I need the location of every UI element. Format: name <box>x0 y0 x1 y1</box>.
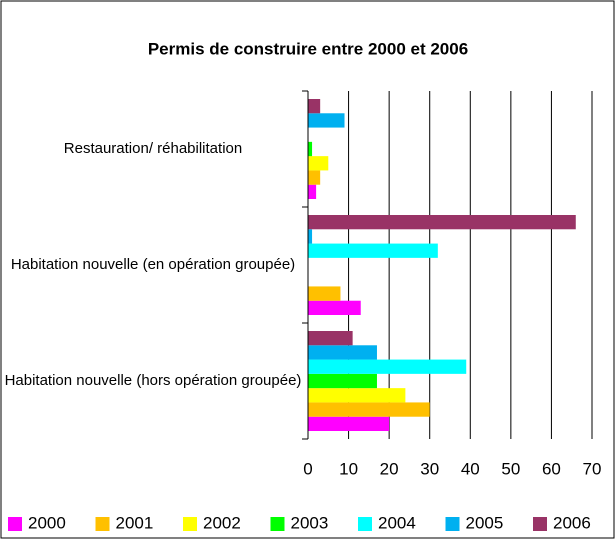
bar <box>308 99 321 114</box>
x-tick-label: 20 <box>380 459 399 478</box>
bar <box>308 229 313 244</box>
bar <box>308 170 321 185</box>
legend-swatch <box>358 517 372 531</box>
x-tick-label: 50 <box>501 459 520 478</box>
category-label: Restauration/ réhabilitation <box>63 140 243 157</box>
x-tick-label: 40 <box>461 459 480 478</box>
legend-label: 2000 <box>28 513 66 532</box>
bar <box>308 388 406 403</box>
x-tick-label: 10 <box>339 459 358 478</box>
legend-label: 2005 <box>466 513 504 532</box>
bar <box>308 373 377 389</box>
legend-swatch <box>533 517 547 531</box>
category-label: Habitation nouvelle (hors opération grou… <box>4 372 302 389</box>
legend-swatch <box>445 517 460 531</box>
x-tick-label: 30 <box>420 459 439 478</box>
legend-swatch <box>270 517 285 531</box>
bar <box>308 156 329 171</box>
bar <box>308 141 313 157</box>
bar <box>308 215 576 230</box>
bar <box>308 331 353 346</box>
x-tick-label: 60 <box>542 459 561 478</box>
legend-label: 2006 <box>553 513 591 532</box>
bar <box>308 416 390 431</box>
bar <box>308 243 438 258</box>
x-tick-label: 70 <box>583 459 602 478</box>
category-label: Habitation nouvelle (en opération groupé… <box>10 256 296 273</box>
bar <box>308 286 341 301</box>
legend-swatch <box>95 517 110 531</box>
bar <box>308 359 467 374</box>
bar <box>308 184 317 199</box>
legend-label: 2003 <box>291 513 329 532</box>
x-tick-label: 0 <box>303 459 312 478</box>
bar <box>308 345 377 360</box>
chart-title: Permis de construire entre 2000 et 2006 <box>148 39 468 58</box>
legend-label: 2001 <box>116 513 154 532</box>
legend-swatch <box>8 517 22 531</box>
legend-label: 2004 <box>378 513 416 532</box>
bar <box>308 300 361 315</box>
legend-label: 2002 <box>203 513 241 532</box>
bar <box>308 402 430 417</box>
bar <box>308 113 345 128</box>
legend-swatch <box>183 517 197 531</box>
